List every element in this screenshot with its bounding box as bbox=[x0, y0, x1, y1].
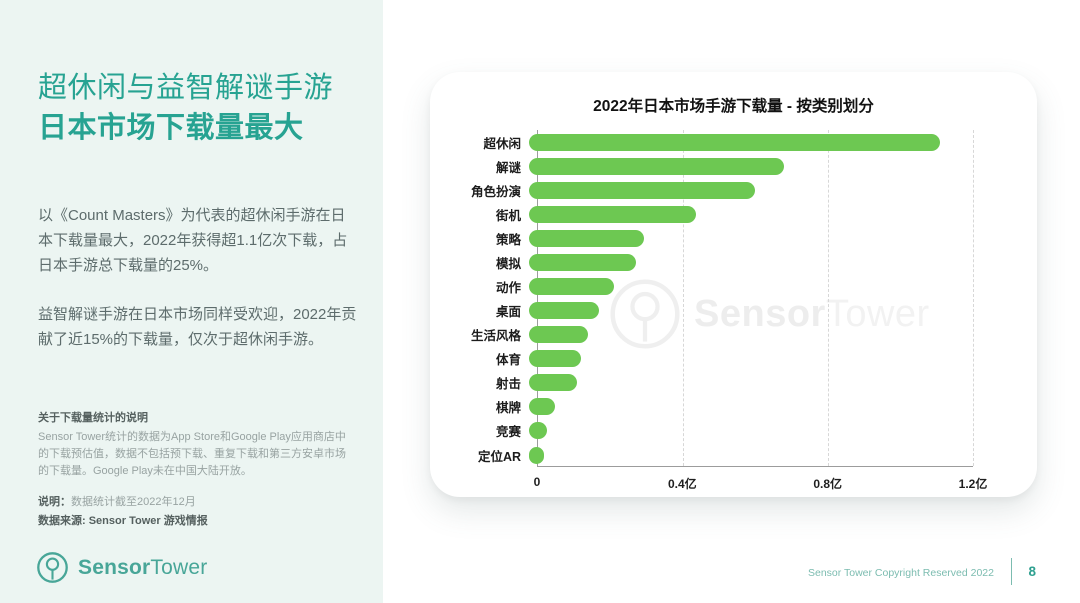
chart-title: 2022年日本市场手游下载量 - 按类别划分 bbox=[593, 98, 874, 115]
bar-chart: 超休闲解谜角色扮演街机策略模拟动作桌面生活风格体育射击棋牌竞赛定位AR bbox=[430, 130, 1037, 467]
sensor-tower-logo-text: SensorTower bbox=[78, 556, 207, 580]
chart-grid bbox=[537, 130, 974, 467]
bar-track bbox=[529, 350, 973, 368]
category-label: 生活风格 bbox=[470, 329, 521, 344]
category-label: 解谜 bbox=[495, 160, 521, 175]
body-copy: 以《Count Masters》为代表的超休闲手游在日本下载量最大，2022年获… bbox=[38, 203, 358, 352]
bar-解谜 bbox=[529, 157, 785, 175]
bar-track bbox=[529, 133, 973, 151]
chart-row: 桌面 bbox=[430, 299, 1037, 323]
chart-row: 模拟 bbox=[430, 250, 1037, 274]
bar-track bbox=[529, 326, 973, 344]
category-label: 街机 bbox=[495, 208, 521, 223]
gridline-1.2 bbox=[973, 130, 974, 466]
logo-text-tower: Tower bbox=[150, 555, 208, 579]
bar-track bbox=[529, 278, 973, 295]
x-tick-label: 0 bbox=[533, 475, 541, 489]
chart-row: 解谜 bbox=[430, 154, 1037, 178]
category-label: 策略 bbox=[495, 232, 521, 247]
bar-生活风格 bbox=[529, 326, 589, 344]
logo-text-sensor: Sensor bbox=[78, 555, 151, 579]
chart-row: 角色扮演 bbox=[430, 178, 1037, 202]
bar-体育 bbox=[529, 350, 581, 368]
page-number: 8 bbox=[1028, 564, 1036, 579]
category-label: 棋牌 bbox=[495, 401, 521, 416]
paragraph-2: 益智解谜手游在日本市场同样受欢迎，2022年贡献了近15%的下载量，仅次于超休闲… bbox=[38, 306, 357, 348]
bar-竞赛 bbox=[529, 422, 548, 440]
category-label: 角色扮演 bbox=[470, 184, 521, 199]
chart-row: 生活风格 bbox=[430, 323, 1037, 347]
chart-row: 超休闲 bbox=[430, 130, 1037, 154]
chart-row: 动作 bbox=[430, 274, 1037, 298]
chart-row: 射击 bbox=[430, 371, 1037, 395]
category-label: 模拟 bbox=[495, 256, 521, 271]
bar-策略 bbox=[529, 229, 644, 247]
chart-card: 2022年日本市场手游下载量 - 按类别划分 SensorTower 超休闲 解谜… bbox=[430, 72, 1037, 497]
bar-track bbox=[529, 181, 973, 199]
chart-row: 策略 bbox=[430, 226, 1037, 250]
chart-row: 定位AR bbox=[430, 443, 1037, 467]
category-label: 射击 bbox=[495, 377, 521, 392]
bar-track bbox=[529, 205, 973, 223]
category-label: 桌面 bbox=[495, 305, 521, 320]
footnote-body: Sensor Tower统计的数据为App Store和Google Play应… bbox=[38, 431, 346, 477]
bar-超休闲 bbox=[529, 133, 940, 151]
sensor-tower-logo: SensorTower bbox=[36, 551, 207, 584]
footnote-note: 说明：数据统计截至2022年12月 bbox=[38, 494, 353, 511]
gridline-0.8 bbox=[827, 130, 829, 466]
footnote-note-label: 说明： bbox=[38, 496, 71, 508]
category-label: 体育 bbox=[495, 353, 521, 368]
bar-角色扮演 bbox=[529, 181, 755, 199]
bar-track bbox=[529, 157, 973, 175]
footer-divider bbox=[1010, 558, 1012, 585]
bar-街机 bbox=[529, 205, 696, 223]
paragraph-1: 以《Count Masters》为代表的超休闲手游在日本下载量最大，2022年获… bbox=[38, 207, 348, 274]
bar-模拟 bbox=[529, 253, 637, 271]
bar-动作 bbox=[529, 278, 615, 295]
left-panel: 超休闲与益智解谜手游 日本市场下载量最大 以《Count Masters》为代表… bbox=[0, 0, 383, 603]
gridline-0.4 bbox=[682, 130, 684, 466]
bar-射击 bbox=[529, 374, 578, 392]
x-tick-label: 1.2亿 bbox=[958, 477, 988, 491]
bar-桌面 bbox=[529, 302, 600, 320]
chart-rows: 超休闲解谜角色扮演街机策略模拟动作桌面生活风格体育射击棋牌竞赛定位AR bbox=[430, 130, 1037, 467]
page-title-line2: 日本市场下载量最大 bbox=[38, 112, 304, 144]
footnote-note-text: 数据统计截至2022年12月 bbox=[71, 496, 196, 508]
chart-row: 体育 bbox=[430, 347, 1037, 371]
footer-copyright: Sensor Tower Copyright Reserved 2022 bbox=[808, 567, 994, 579]
bar-track bbox=[529, 374, 973, 392]
page-title: 超休闲与益智解谜手游 日本市场下载量最大 bbox=[38, 68, 368, 148]
bar-棋牌 bbox=[529, 398, 555, 416]
bar-track bbox=[529, 229, 973, 247]
category-label: 超休闲 bbox=[483, 136, 521, 151]
chart-row: 街机 bbox=[430, 202, 1037, 226]
bar-定位AR bbox=[529, 446, 544, 464]
x-tick-label: 0.8亿 bbox=[813, 477, 842, 491]
bar-track bbox=[529, 446, 973, 464]
bar-track bbox=[529, 422, 973, 440]
chart-row: 棋牌 bbox=[430, 395, 1037, 419]
page-title-line1: 超休闲与益智解谜手游 bbox=[38, 72, 334, 104]
footnote-heading: 关于下载量统计的说明 bbox=[38, 412, 148, 424]
x-tick-label: 0.4亿 bbox=[667, 477, 697, 491]
category-label: 定位AR bbox=[477, 449, 521, 464]
chart-row: 竞赛 bbox=[430, 419, 1037, 443]
footnote: 关于下载量统计的说明 Sensor Tower统计的数据为App Store和G… bbox=[38, 410, 353, 530]
bar-track bbox=[529, 302, 973, 320]
sensor-tower-logo-icon bbox=[37, 552, 68, 583]
x-axis-ticks: 0 0.4亿 0.8亿 1.2亿 bbox=[533, 475, 988, 491]
bar-track bbox=[529, 398, 973, 416]
category-label: 竞赛 bbox=[495, 425, 521, 440]
category-label: 动作 bbox=[495, 281, 521, 295]
bar-track bbox=[529, 253, 973, 271]
footnote-source: 数据来源: Sensor Tower 游戏情报 bbox=[38, 515, 208, 527]
